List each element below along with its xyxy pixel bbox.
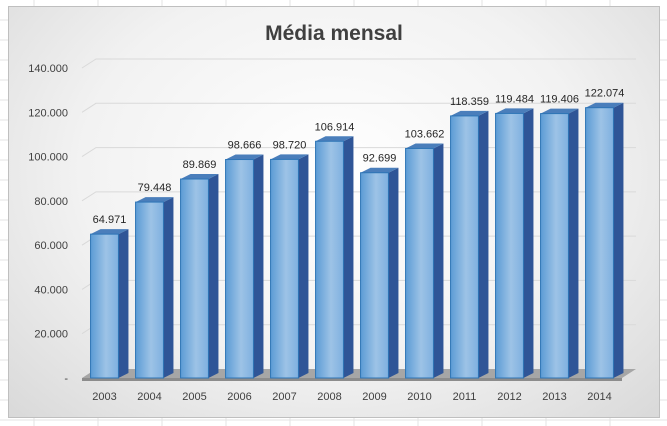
x-tick-label: 2013	[542, 391, 566, 403]
bar-front	[135, 201, 164, 379]
bar-front	[450, 115, 479, 379]
gridline	[81, 102, 636, 113]
bar	[180, 174, 219, 379]
y-tick-label: 120.000	[28, 107, 68, 119]
data-labels: 64.971 79.448 89.869 98.666 98.720 106.914 92.…	[93, 88, 625, 226]
bar-front	[90, 233, 119, 379]
bar-top	[450, 110, 489, 116]
bar	[585, 102, 624, 379]
bar-top	[90, 229, 129, 235]
data-label: 79.448	[138, 182, 172, 194]
x-tick-label: 2010	[407, 391, 431, 403]
bar-side	[253, 154, 264, 378]
data-label: 106.914	[315, 121, 355, 133]
bar-front	[225, 159, 254, 379]
bar	[360, 167, 399, 379]
bar-top	[405, 143, 444, 149]
bar-front	[495, 112, 524, 379]
y-tick-label: -	[64, 373, 68, 385]
bar-side	[163, 197, 174, 378]
gridline	[81, 58, 636, 69]
bar	[270, 154, 309, 379]
bar	[225, 154, 264, 379]
bar-side	[208, 174, 219, 378]
data-label: 118.359	[450, 96, 489, 108]
bar	[315, 136, 354, 379]
data-label: 98.720	[273, 139, 307, 151]
bars	[90, 102, 624, 379]
bar-top	[585, 102, 624, 108]
bar	[405, 143, 444, 379]
bar	[135, 197, 174, 379]
x-tick-label: 2008	[317, 391, 341, 403]
x-tick-label: 2012	[497, 391, 521, 403]
x-tick-label: 2003	[92, 391, 116, 403]
bar-side	[478, 110, 489, 378]
bar	[540, 108, 579, 379]
bar-side	[523, 108, 534, 378]
bar-top	[180, 174, 219, 180]
bar-top	[315, 136, 354, 142]
bar-top	[225, 154, 264, 160]
data-label: 89.869	[183, 159, 217, 171]
bar-top	[135, 197, 174, 203]
bar	[495, 108, 534, 379]
y-tick-label: 80.000	[34, 196, 68, 208]
bar	[90, 229, 129, 379]
x-axis-ticks: 2003 2004 2005 2006 2007 2008 2009 2010 2011 2012…	[92, 391, 611, 403]
bar-side	[343, 136, 354, 378]
data-label: 103.662	[405, 128, 445, 140]
bar-front	[405, 147, 434, 379]
bar-top	[540, 108, 579, 114]
data-label: 122.074	[585, 88, 625, 100]
floor-edge	[82, 378, 622, 381]
bar-front	[180, 178, 209, 379]
y-tick-label: 40.000	[34, 284, 68, 296]
bar-side	[118, 229, 129, 378]
bar-top	[495, 108, 534, 114]
x-tick-label: 2006	[227, 391, 251, 403]
y-tick-label: 20.000	[34, 329, 68, 341]
bar-side	[433, 143, 444, 378]
bar-top	[360, 167, 399, 173]
data-label: 119.484	[495, 93, 534, 105]
x-tick-label: 2005	[182, 391, 206, 403]
data-label: 98.666	[228, 140, 262, 152]
chart-title: Média mensal	[265, 22, 403, 45]
bar-front	[315, 140, 344, 379]
bar	[450, 110, 489, 379]
bar-side	[298, 154, 309, 378]
data-label: 92.699	[363, 153, 397, 165]
y-tick-label: 100.000	[28, 152, 68, 164]
data-label: 64.971	[93, 214, 127, 226]
x-tick-label: 2007	[272, 391, 296, 403]
x-tick-label: 2011	[453, 391, 477, 403]
y-tick-label: 140.000	[28, 63, 68, 75]
bar-front	[540, 113, 569, 379]
bar-front	[585, 107, 614, 379]
x-tick-label: 2009	[362, 391, 386, 403]
x-tick-label: 2014	[587, 391, 611, 403]
bar-side	[568, 108, 579, 378]
y-axis-ticks: - 20.000 40.000 60.000 80.000 100.000 120.000 1…	[28, 63, 68, 385]
data-label: 119.406	[540, 94, 579, 106]
bar-front	[270, 158, 299, 379]
bar-side	[613, 102, 624, 378]
y-tick-label: 60.000	[34, 240, 68, 252]
bar-top	[270, 154, 309, 160]
x-tick-label: 2004	[137, 391, 161, 403]
bar-front	[360, 172, 389, 379]
bar-side	[388, 167, 399, 378]
